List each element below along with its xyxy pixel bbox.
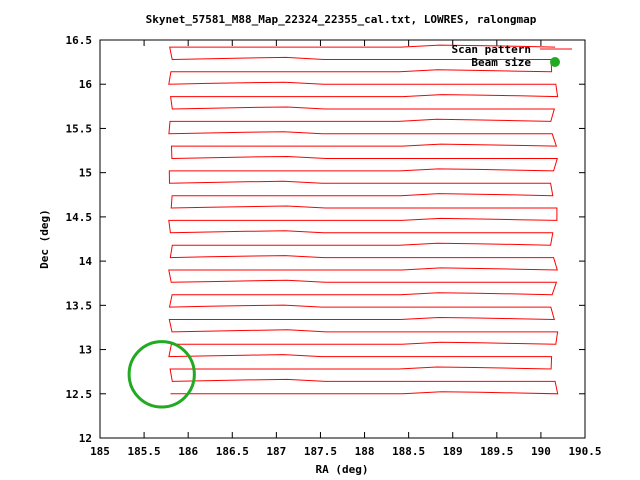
legend-label-scan-pattern: Scan pattern <box>452 43 531 56</box>
axis-ticks: 185 185.5 186 186.5 187 187.5 188 188.5 189 189.5… <box>66 34 602 458</box>
y-axis-label: Dec (deg) <box>38 209 51 269</box>
data-layer <box>127 44 559 409</box>
x-tick-label: 188 <box>355 445 375 458</box>
x-tick-label: 189.5 <box>480 445 513 458</box>
beam-size-circle <box>127 340 196 409</box>
x-axis-label: RA (deg) <box>316 463 369 476</box>
x-tick-label: 186.5 <box>216 445 249 458</box>
y-tick-label: 15.5 <box>66 122 93 135</box>
x-tick-label: 187.5 <box>304 445 337 458</box>
x-tick-label: 190.5 <box>568 445 601 458</box>
x-tick-label: 185 <box>90 445 110 458</box>
plot-frame <box>99 39 586 439</box>
scan-pattern-line <box>168 44 559 395</box>
x-tick-label: 187 <box>266 445 286 458</box>
legend-swatch-beam-size <box>550 57 560 67</box>
y-tick-label: 13 <box>79 344 92 357</box>
y-tick-label: 14 <box>79 255 93 268</box>
y-tick-label: 13.5 <box>66 299 93 312</box>
chart-title: Skynet_57581_M88_Map_22324_22355_cal.txt… <box>146 13 537 26</box>
y-tick-label: 12 <box>79 432 92 445</box>
x-tick-label: 185.5 <box>128 445 161 458</box>
legend: Scan pattern Beam size <box>452 43 572 69</box>
legend-label-beam-size: Beam size <box>471 56 531 69</box>
x-tick-label: 190 <box>531 445 551 458</box>
y-tick-label: 15 <box>79 167 92 180</box>
x-tick-label: 188.5 <box>392 445 425 458</box>
y-tick-label: 16.5 <box>66 34 93 47</box>
y-tick-label: 14.5 <box>66 211 93 224</box>
y-tick-label: 16 <box>79 78 93 91</box>
y-tick-label: 12.5 <box>66 388 93 401</box>
x-tick-label: 186 <box>178 445 198 458</box>
x-tick-label: 189 <box>443 445 463 458</box>
